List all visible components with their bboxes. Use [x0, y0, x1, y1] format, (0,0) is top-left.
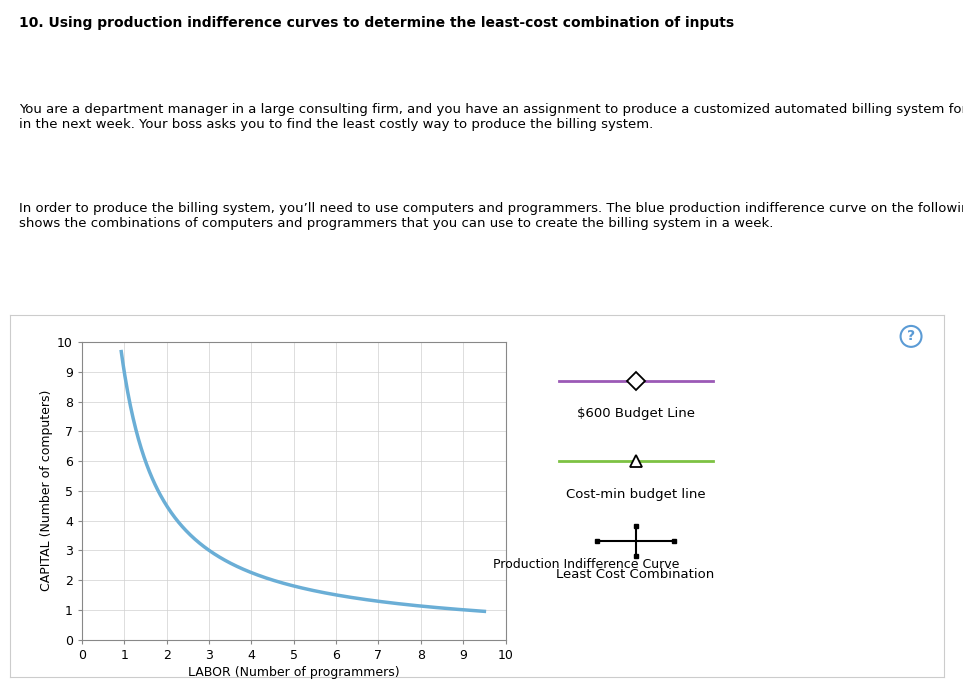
Text: $600 Budget Line: $600 Budget Line [577, 408, 694, 421]
Text: In order to produce the billing system, you’ll need to use computers and program: In order to produce the billing system, … [19, 202, 963, 231]
Text: Production Indifference Curve: Production Indifference Curve [493, 557, 679, 570]
Text: ?: ? [907, 330, 915, 343]
Text: Least Cost Combination: Least Cost Combination [557, 568, 715, 581]
Text: 10. Using production indifference curves to determine the least-cost combination: 10. Using production indifference curves… [19, 16, 734, 30]
X-axis label: LABOR (Number of programmers): LABOR (Number of programmers) [188, 666, 400, 679]
Text: Cost-min budget line: Cost-min budget line [566, 488, 705, 501]
Y-axis label: CAPITAL (Number of computers): CAPITAL (Number of computers) [39, 390, 53, 592]
Text: You are a department manager in a large consulting firm, and you have an assignm: You are a department manager in a large … [19, 103, 963, 131]
